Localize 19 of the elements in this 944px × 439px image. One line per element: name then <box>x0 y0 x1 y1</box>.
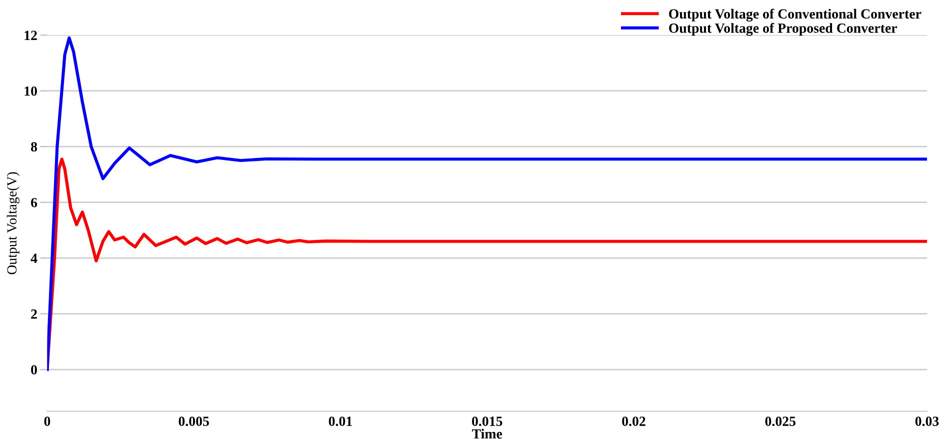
y-tick-label: 0 <box>31 365 37 374</box>
x-tick-label: 0.03 <box>915 416 939 426</box>
y-tick-label: 2 <box>31 309 37 319</box>
x-tick-label: 0.02 <box>622 416 646 426</box>
y-tick-label: 12 <box>24 30 37 40</box>
y-axis-title: Output Voltage(V) <box>6 172 20 274</box>
y-tick-label: 8 <box>30 142 38 152</box>
x-tick-label: 0 <box>44 416 50 426</box>
y-tick-label: 6 <box>31 198 38 208</box>
y-tick-label: 4 <box>30 254 38 263</box>
x-tick-label: 0.01 <box>328 416 352 426</box>
x-tick-label: 0.025 <box>765 416 796 426</box>
y-tick-label: 10 <box>24 86 37 96</box>
x-tick-label: 0.015 <box>472 416 502 426</box>
x-tick-label: 0.005 <box>178 416 209 426</box>
line-series <box>47 36 928 372</box>
legend-label: Output Voltage of Proposed Converter <box>669 22 897 36</box>
legend-label: Output Voltage of Conventional Converter <box>669 8 922 22</box>
x-axis-title: Time <box>472 428 502 439</box>
